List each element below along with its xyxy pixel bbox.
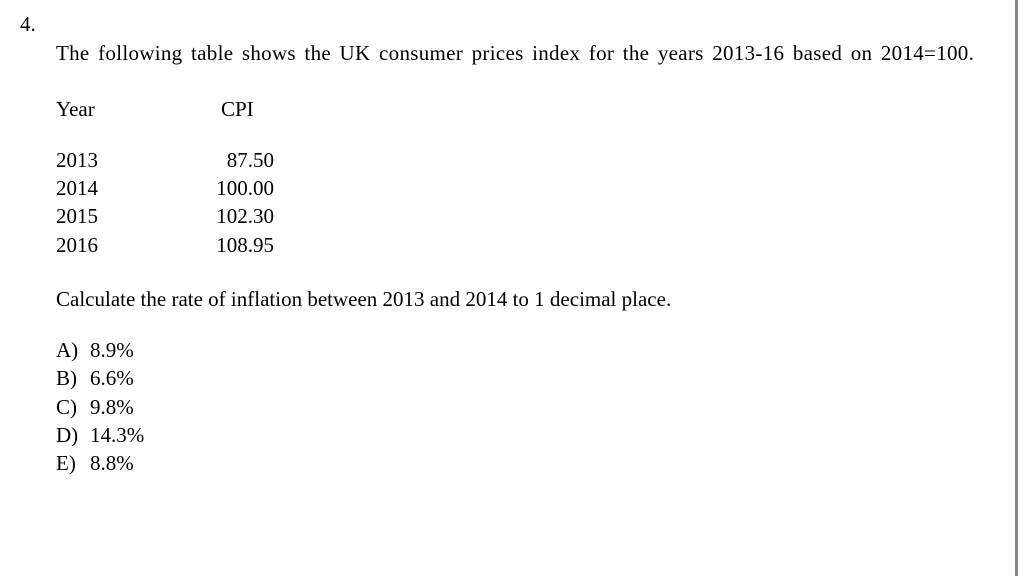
table-row: 2013 87.50 — [56, 146, 976, 174]
option-d: D) 14.3% — [56, 421, 976, 449]
option-e: E) 8.8% — [56, 449, 976, 477]
option-letter: C) — [56, 393, 90, 421]
option-a: A) 8.9% — [56, 336, 976, 364]
table-row: 2016 108.95 — [56, 231, 976, 259]
option-value: 8.8% — [90, 449, 134, 477]
intro-text: The following table shows the UK consume… — [56, 39, 976, 67]
cpi-table: Year CPI 2013 87.50 2014 100.00 2015 102… — [56, 95, 976, 259]
cell-cpi: 100.00 — [206, 174, 306, 202]
cell-year: 2014 — [56, 174, 206, 202]
option-letter: D) — [56, 421, 90, 449]
cell-cpi: 87.50 — [206, 146, 306, 174]
question-body: The following table shows the UK consume… — [20, 39, 976, 478]
question-prompt: Calculate the rate of inflation between … — [56, 287, 976, 312]
answer-options: A) 8.9% B) 6.6% C) 9.8% D) 14.3% E) 8.8% — [56, 336, 976, 478]
option-value: 9.8% — [90, 393, 134, 421]
question-number: 4. — [20, 12, 976, 37]
cell-year: 2016 — [56, 231, 206, 259]
option-value: 8.9% — [90, 336, 134, 364]
option-letter: A) — [56, 336, 90, 364]
option-c: C) 9.8% — [56, 393, 976, 421]
table-row: 2014 100.00 — [56, 174, 976, 202]
option-letter: E) — [56, 449, 90, 477]
option-value: 6.6% — [90, 364, 134, 392]
header-year: Year — [56, 95, 206, 123]
table-row: 2015 102.30 — [56, 202, 976, 230]
option-letter: B) — [56, 364, 90, 392]
option-value: 14.3% — [90, 421, 144, 449]
page-right-border — [1015, 0, 1018, 576]
cell-year: 2013 — [56, 146, 206, 174]
cell-cpi: 102.30 — [206, 202, 306, 230]
cell-cpi: 108.95 — [206, 231, 306, 259]
table-header-row: Year CPI — [56, 95, 976, 123]
option-b: B) 6.6% — [56, 364, 976, 392]
cell-year: 2015 — [56, 202, 206, 230]
header-cpi: CPI — [206, 95, 306, 123]
